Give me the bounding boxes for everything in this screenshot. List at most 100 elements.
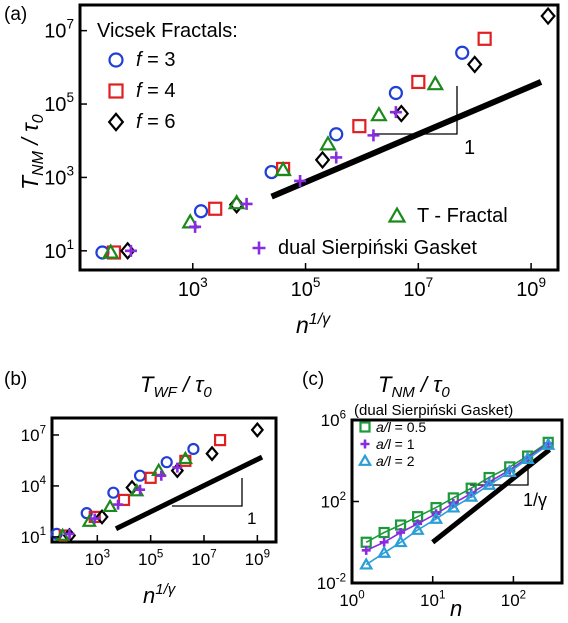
data-point [144,471,157,484]
y-tick-label: 101 [44,237,74,263]
data-point [81,513,97,527]
panel-c: (c) TNM / τ0 (dual Sierpiński Gasket) 1/… [302,369,564,621]
legend-marker [252,241,266,255]
legend-marker [357,453,373,466]
data-point [477,31,492,46]
y-tick-label: 107 [44,17,74,43]
legend-marker [107,112,125,132]
data-point [156,470,167,481]
data-point [124,244,137,257]
data-point [113,499,124,510]
guide-line [431,447,552,545]
data-point [359,557,374,570]
data-point [446,500,461,513]
y-tick-label: 104 [21,475,47,496]
data-point [393,534,408,548]
panel-b: (b) TWF / τ0 1 103 105 107 109 101 104 107 n1/… [4,369,278,608]
panel-b-xlabel: n1/γ [143,581,177,608]
x-tick-label: 107 [403,275,433,301]
slope-label: 1 [464,137,475,159]
panel-a-plot: 1 [95,6,556,261]
panel-a-frame [78,3,560,272]
panel-a-ylabel: TNM / τ0 [17,114,47,190]
data-point [329,127,344,142]
data-point [367,129,380,142]
panel-c-subtitle: (dual Sierpiński Gasket) [354,402,513,419]
panel-a-label: (a) [4,4,27,25]
y-tick-label: 103 [44,163,74,189]
data-point [482,477,497,490]
data-point [89,513,100,524]
panel-b-label: (b) [4,369,27,390]
data-point [95,508,109,525]
data-point [330,151,343,164]
x-tick-label: 101 [420,589,445,610]
data-point [240,197,253,210]
x-tick-label: 103 [178,275,208,301]
panel-b-title: TWF / τ0 [140,372,212,401]
data-point [428,511,444,524]
slope-label: 1/γ [523,490,547,510]
data-point [102,498,118,513]
legend-label: a/l = 1 [376,436,415,452]
slope-triangle [470,455,529,486]
panel-b-axes: 103 105 107 109 101 104 107 [21,424,270,569]
guide-line [270,79,543,200]
legend-label: T - Fractal [417,205,508,227]
panel-c-label: (c) [302,369,324,390]
panel-b-plot: 1 [50,421,265,544]
panel-c-axes: 100 101 102 10-2 102 106 [317,409,526,610]
slope-triangle [372,86,458,135]
panel-c-plot: 1/γ [359,436,556,570]
slope-label: 1 [247,509,256,528]
data-point [466,55,483,74]
data-point [250,421,265,438]
data-point [135,484,146,495]
data-point [410,522,425,535]
slope-triangle [172,478,243,507]
y-tick-label: 102 [321,491,346,512]
guide-line [114,454,264,532]
data-point [172,462,183,473]
legend-title: Vicsek Fractals: [97,20,238,42]
data-point [64,528,75,539]
data-point [177,450,194,465]
panel-c-legend: a/l = 0.5a/l = 1a/l = 2 [357,419,426,469]
data-point [541,437,556,450]
data-point [213,433,227,447]
legend-label: f = 6 [136,111,175,133]
legend-marker [387,206,407,223]
y-tick-label: 10-2 [317,572,346,593]
data-point [101,243,120,259]
data-point [314,150,331,170]
data-point [208,201,223,216]
y-tick-label: 107 [21,424,46,445]
panel-a-legend: f = 3 f = 4 f = 6 T - Fractal dual Sierpińsk… [107,49,508,259]
data-point [107,486,120,499]
data-point [160,456,173,469]
data-point [464,489,479,502]
data-point [370,105,388,122]
y-tick-label: 101 [21,526,46,547]
y-tick-label: 105 [44,90,74,116]
legend-label: f = 4 [136,80,175,102]
panel-a-axes: 103 105 107 109 101 103 105 107 [44,17,546,301]
data-point [388,85,403,101]
data-point [133,469,147,482]
data-point [520,451,535,465]
data-point [377,545,392,558]
data-point [189,220,202,233]
legend-label: a/l = 0.5 [376,419,426,435]
x-tick-label: 105 [138,548,163,569]
panel-c-title: TNM / τ0 [378,372,450,401]
y-tick-label: 106 [321,409,346,430]
legend-label: f = 3 [136,49,175,71]
data-point [319,135,337,151]
x-tick-label: 100 [339,589,364,610]
x-tick-label: 105 [291,275,321,301]
data-point [455,45,470,60]
panel-a-xlabel: n1/γ [296,311,331,338]
panel-c-xlabel: n [450,596,462,621]
